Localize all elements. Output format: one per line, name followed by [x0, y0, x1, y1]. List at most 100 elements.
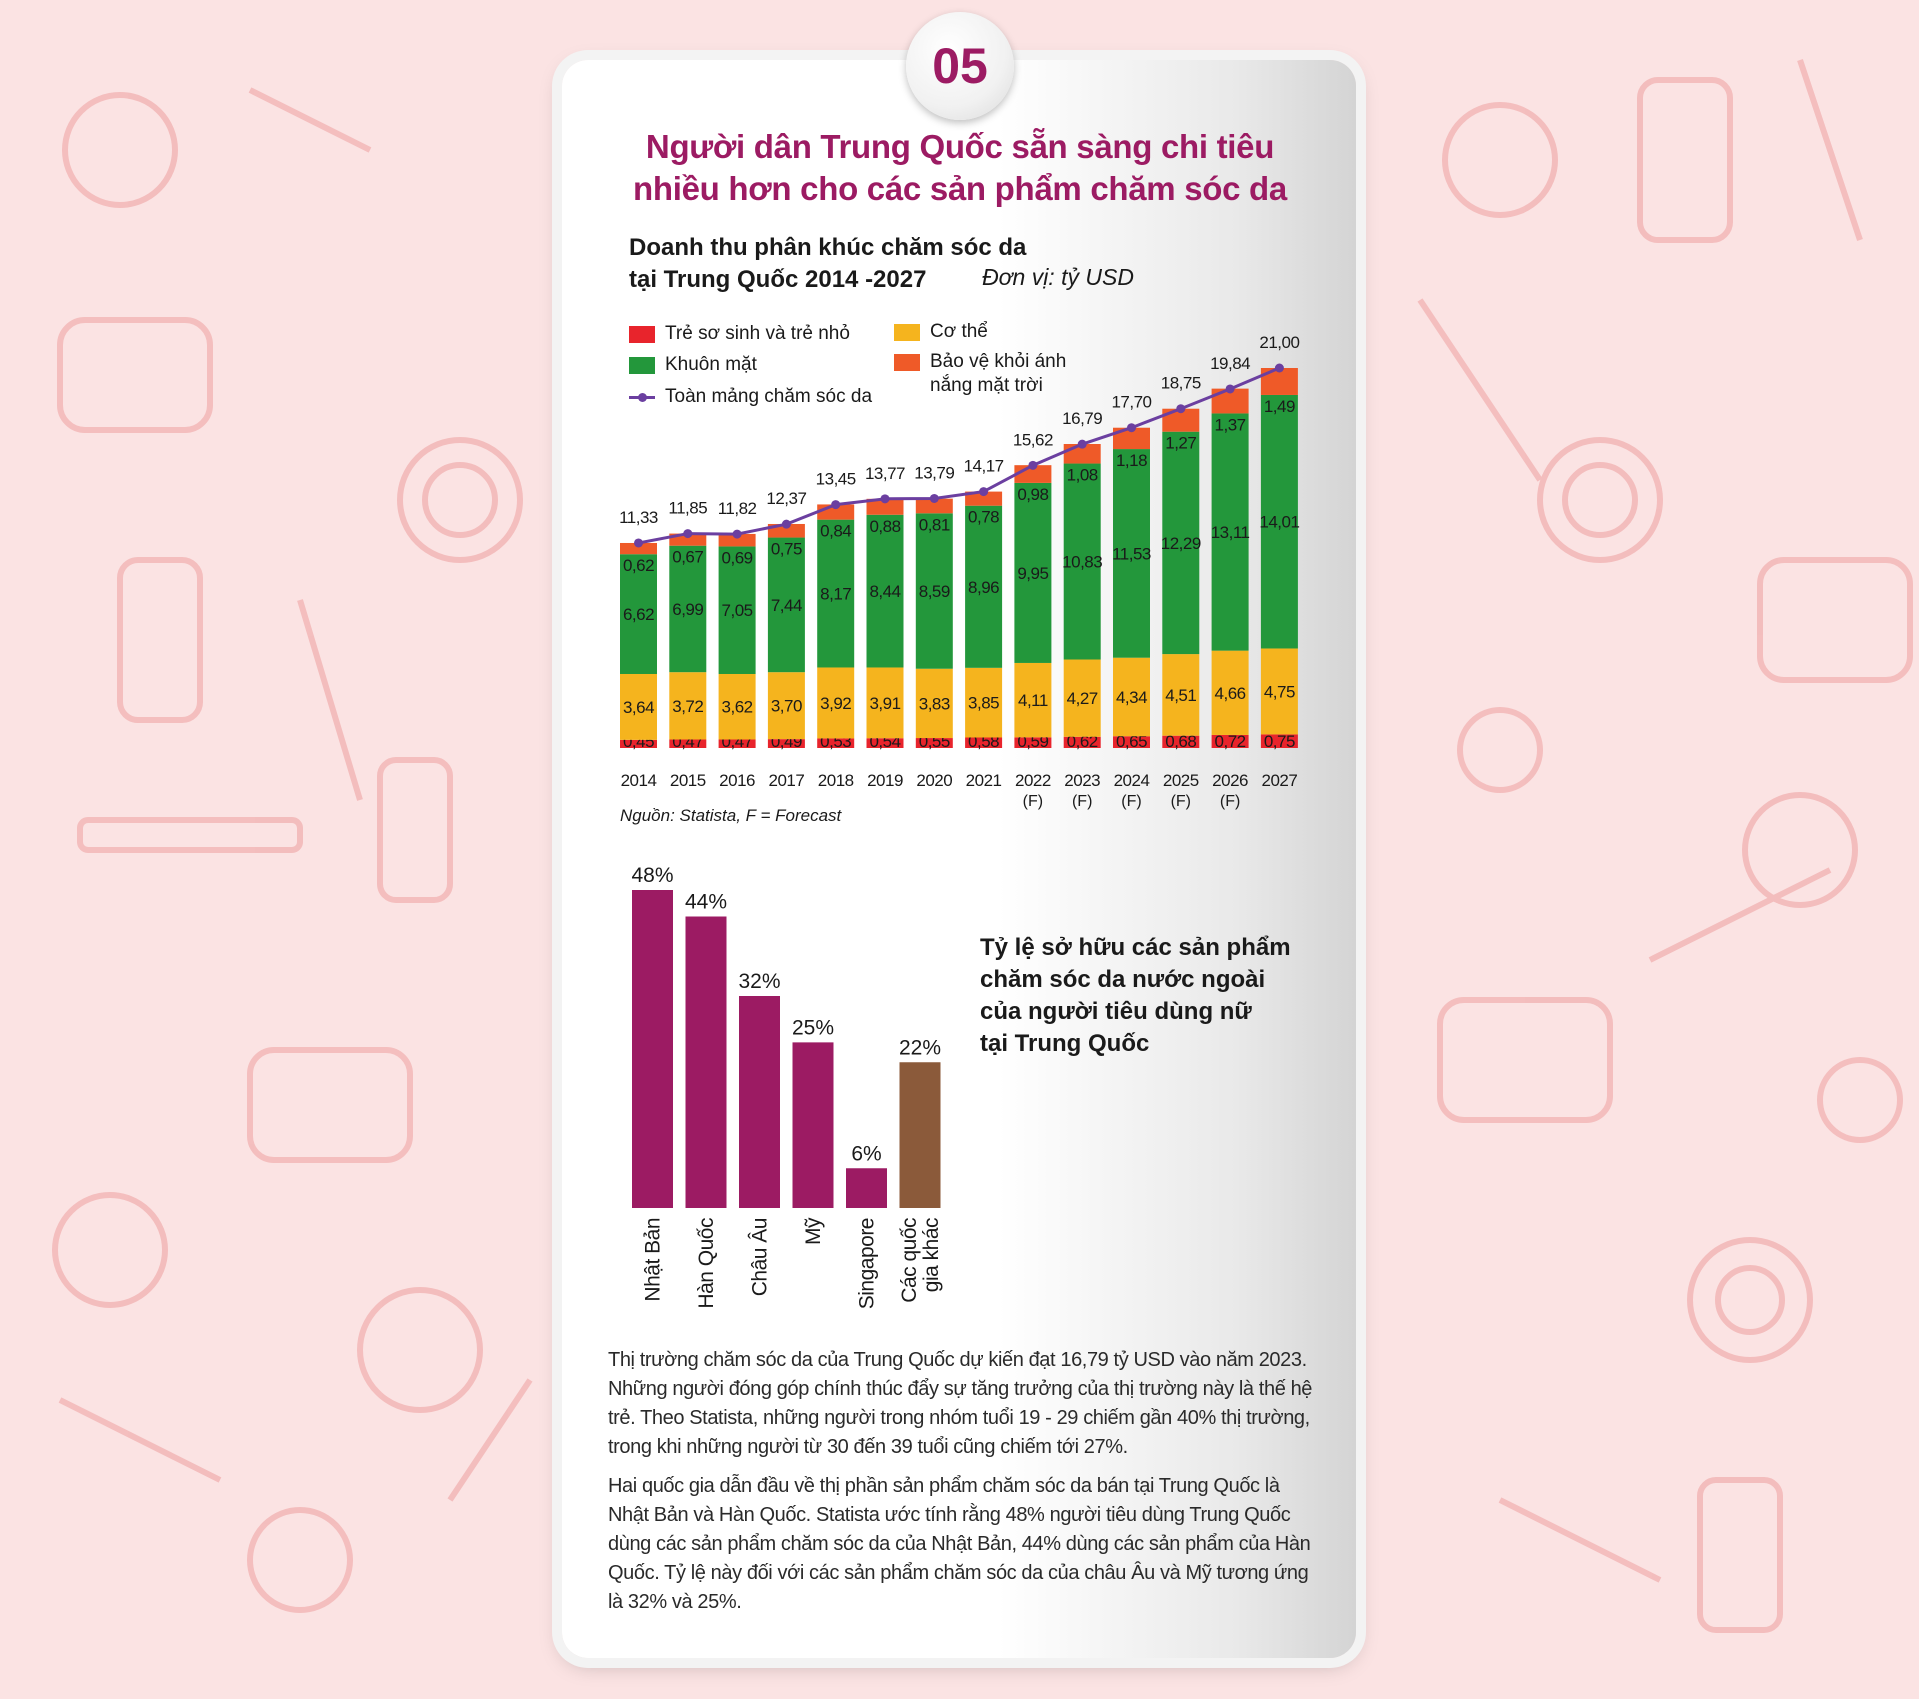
bar-segment-1	[620, 673, 657, 740]
legend-label-body: Cơ thể	[930, 321, 988, 342]
bar-segment-1	[669, 672, 707, 740]
bar-segment-0	[1063, 736, 1101, 748]
bar-segment-2	[1162, 431, 1200, 655]
x-tick-label: 2019	[867, 771, 903, 790]
legend-line-total	[629, 385, 655, 409]
legend-swatch-body	[894, 324, 920, 341]
bar-segment-2	[1260, 394, 1298, 649]
bar-segment-3	[1113, 427, 1150, 450]
bar-segment-3	[1162, 408, 1200, 432]
ownership-value-label: 6%	[851, 1142, 881, 1165]
total-point	[1176, 404, 1186, 414]
x-tick-sublabel: (F)	[1023, 793, 1043, 810]
data-label: 6,62	[623, 605, 654, 624]
total-label: 17,70	[1111, 393, 1151, 412]
bar-segment-3	[718, 533, 756, 547]
bar-segment-0	[1014, 737, 1052, 748]
bar-segment-3	[915, 498, 953, 514]
ownership-chart-title-line-2: chăm sóc da nước ngoài	[980, 966, 1266, 993]
total-label: 19,84	[1210, 354, 1250, 373]
data-label: 3,91	[869, 694, 900, 713]
total-point	[683, 529, 693, 539]
ownership-value-label: 22%	[899, 1036, 941, 1059]
bar-segment-3	[620, 542, 657, 555]
x-tick-label: 2016	[719, 771, 755, 790]
data-label: 3,62	[722, 698, 753, 717]
total-point	[1028, 460, 1038, 470]
headline: Người dân Trung Quốc sẵn sàng chi tiêu n…	[600, 126, 1320, 210]
legend-label-face: Khuôn mặt	[665, 354, 757, 375]
bar-segment-3	[866, 498, 904, 515]
x-tick-label: 2020	[916, 771, 952, 790]
bar-segment-1	[767, 672, 805, 740]
total-label: 16,79	[1062, 409, 1102, 428]
data-label: 0,78	[968, 508, 999, 527]
ownership-chart-title-line-4: tại Trung Quốc	[980, 1030, 1150, 1057]
data-label: 1,37	[1215, 415, 1246, 434]
x-tick-label: 2024	[1114, 771, 1150, 790]
bar-segment-2	[866, 514, 904, 668]
bar-segment-0	[620, 739, 657, 748]
data-label: 0,69	[722, 548, 753, 567]
data-label: 6,99	[672, 600, 703, 619]
data-label: 10,83	[1062, 553, 1102, 572]
bar-segment-0	[866, 738, 904, 748]
bar-segment-1	[1211, 650, 1249, 735]
data-label: 0,72	[1215, 732, 1246, 751]
data-label: 3,72	[672, 697, 703, 716]
ownership-category-label: Singapore	[856, 1218, 879, 1309]
total-point	[1077, 439, 1087, 449]
total-label: 11,85	[668, 499, 707, 518]
x-tick-sublabel: (F)	[1220, 793, 1240, 810]
data-label: 1,49	[1264, 397, 1295, 416]
bar-segment-2	[915, 513, 953, 669]
total-point	[929, 493, 939, 503]
headline-line-1: Người dân Trung Quốc sẵn sàng chi tiêu	[645, 128, 1275, 165]
total-point	[1127, 423, 1136, 433]
body-text: Thị trường chăm sóc da của Trung Quốc dự…	[608, 1346, 1318, 1627]
bar-segment-0	[915, 738, 953, 748]
total-point	[1274, 363, 1284, 373]
data-label: 0,67	[672, 548, 703, 567]
data-label: 8,96	[968, 578, 999, 597]
revenue-chart-title: Doanh thu phân khúc chăm sóc da tại Trun…	[629, 232, 1026, 296]
bar-segment-0	[1211, 734, 1249, 748]
ownership-category-label: gia khác	[920, 1218, 943, 1292]
x-tick-sublabel: (F)	[1121, 793, 1141, 810]
ownership-bar	[632, 890, 673, 1208]
data-label: 4,34	[1116, 688, 1147, 707]
x-tick-sublabel: (F)	[1171, 793, 1191, 810]
ownership-bar	[685, 916, 727, 1208]
bar-segment-1	[1113, 657, 1150, 737]
data-label: 4,11	[1018, 691, 1048, 710]
ownership-category-label: Hàn Quốc	[695, 1218, 718, 1309]
total-point	[1225, 384, 1235, 394]
x-tick-label: 2015	[670, 771, 706, 790]
ownership-chart-title: Tỷ lệ sở hữu các sản phẩm chăm sóc da nư…	[980, 932, 1300, 1060]
data-label: 4,75	[1264, 682, 1295, 701]
total-label: 21,00	[1259, 333, 1299, 352]
total-point	[781, 519, 791, 529]
data-label: 1,08	[1067, 466, 1098, 485]
x-tick-sublabel: (F)	[1072, 793, 1092, 810]
data-label: 3,92	[820, 694, 851, 713]
x-tick-label: 2021	[966, 771, 1002, 790]
bar-segment-3	[965, 491, 1003, 506]
data-label: 0,98	[1017, 485, 1048, 504]
section-number: 05	[932, 38, 988, 94]
bar-segment-1	[817, 667, 855, 739]
bar-segment-2	[767, 537, 805, 673]
data-label: 0,68	[1165, 732, 1196, 751]
bar-segment-0	[1162, 735, 1200, 748]
total-point	[979, 487, 989, 497]
data-label: 4,66	[1215, 684, 1246, 703]
data-label: 11,53	[1112, 544, 1151, 563]
legend-label-infant: Trẻ sơ sinh và trẻ nhỏ	[665, 323, 850, 344]
total-label: 13,77	[865, 464, 905, 483]
legend-swatch-sun	[894, 354, 920, 371]
legend-label-sun-line-1: Bảo vệ khỏi ánh	[930, 351, 1067, 372]
bar-segment-1	[1063, 659, 1101, 737]
bar-segment-0	[965, 737, 1003, 748]
ownership-bar	[899, 1062, 941, 1208]
ownership-category-label: Nhật Bản	[642, 1218, 665, 1302]
